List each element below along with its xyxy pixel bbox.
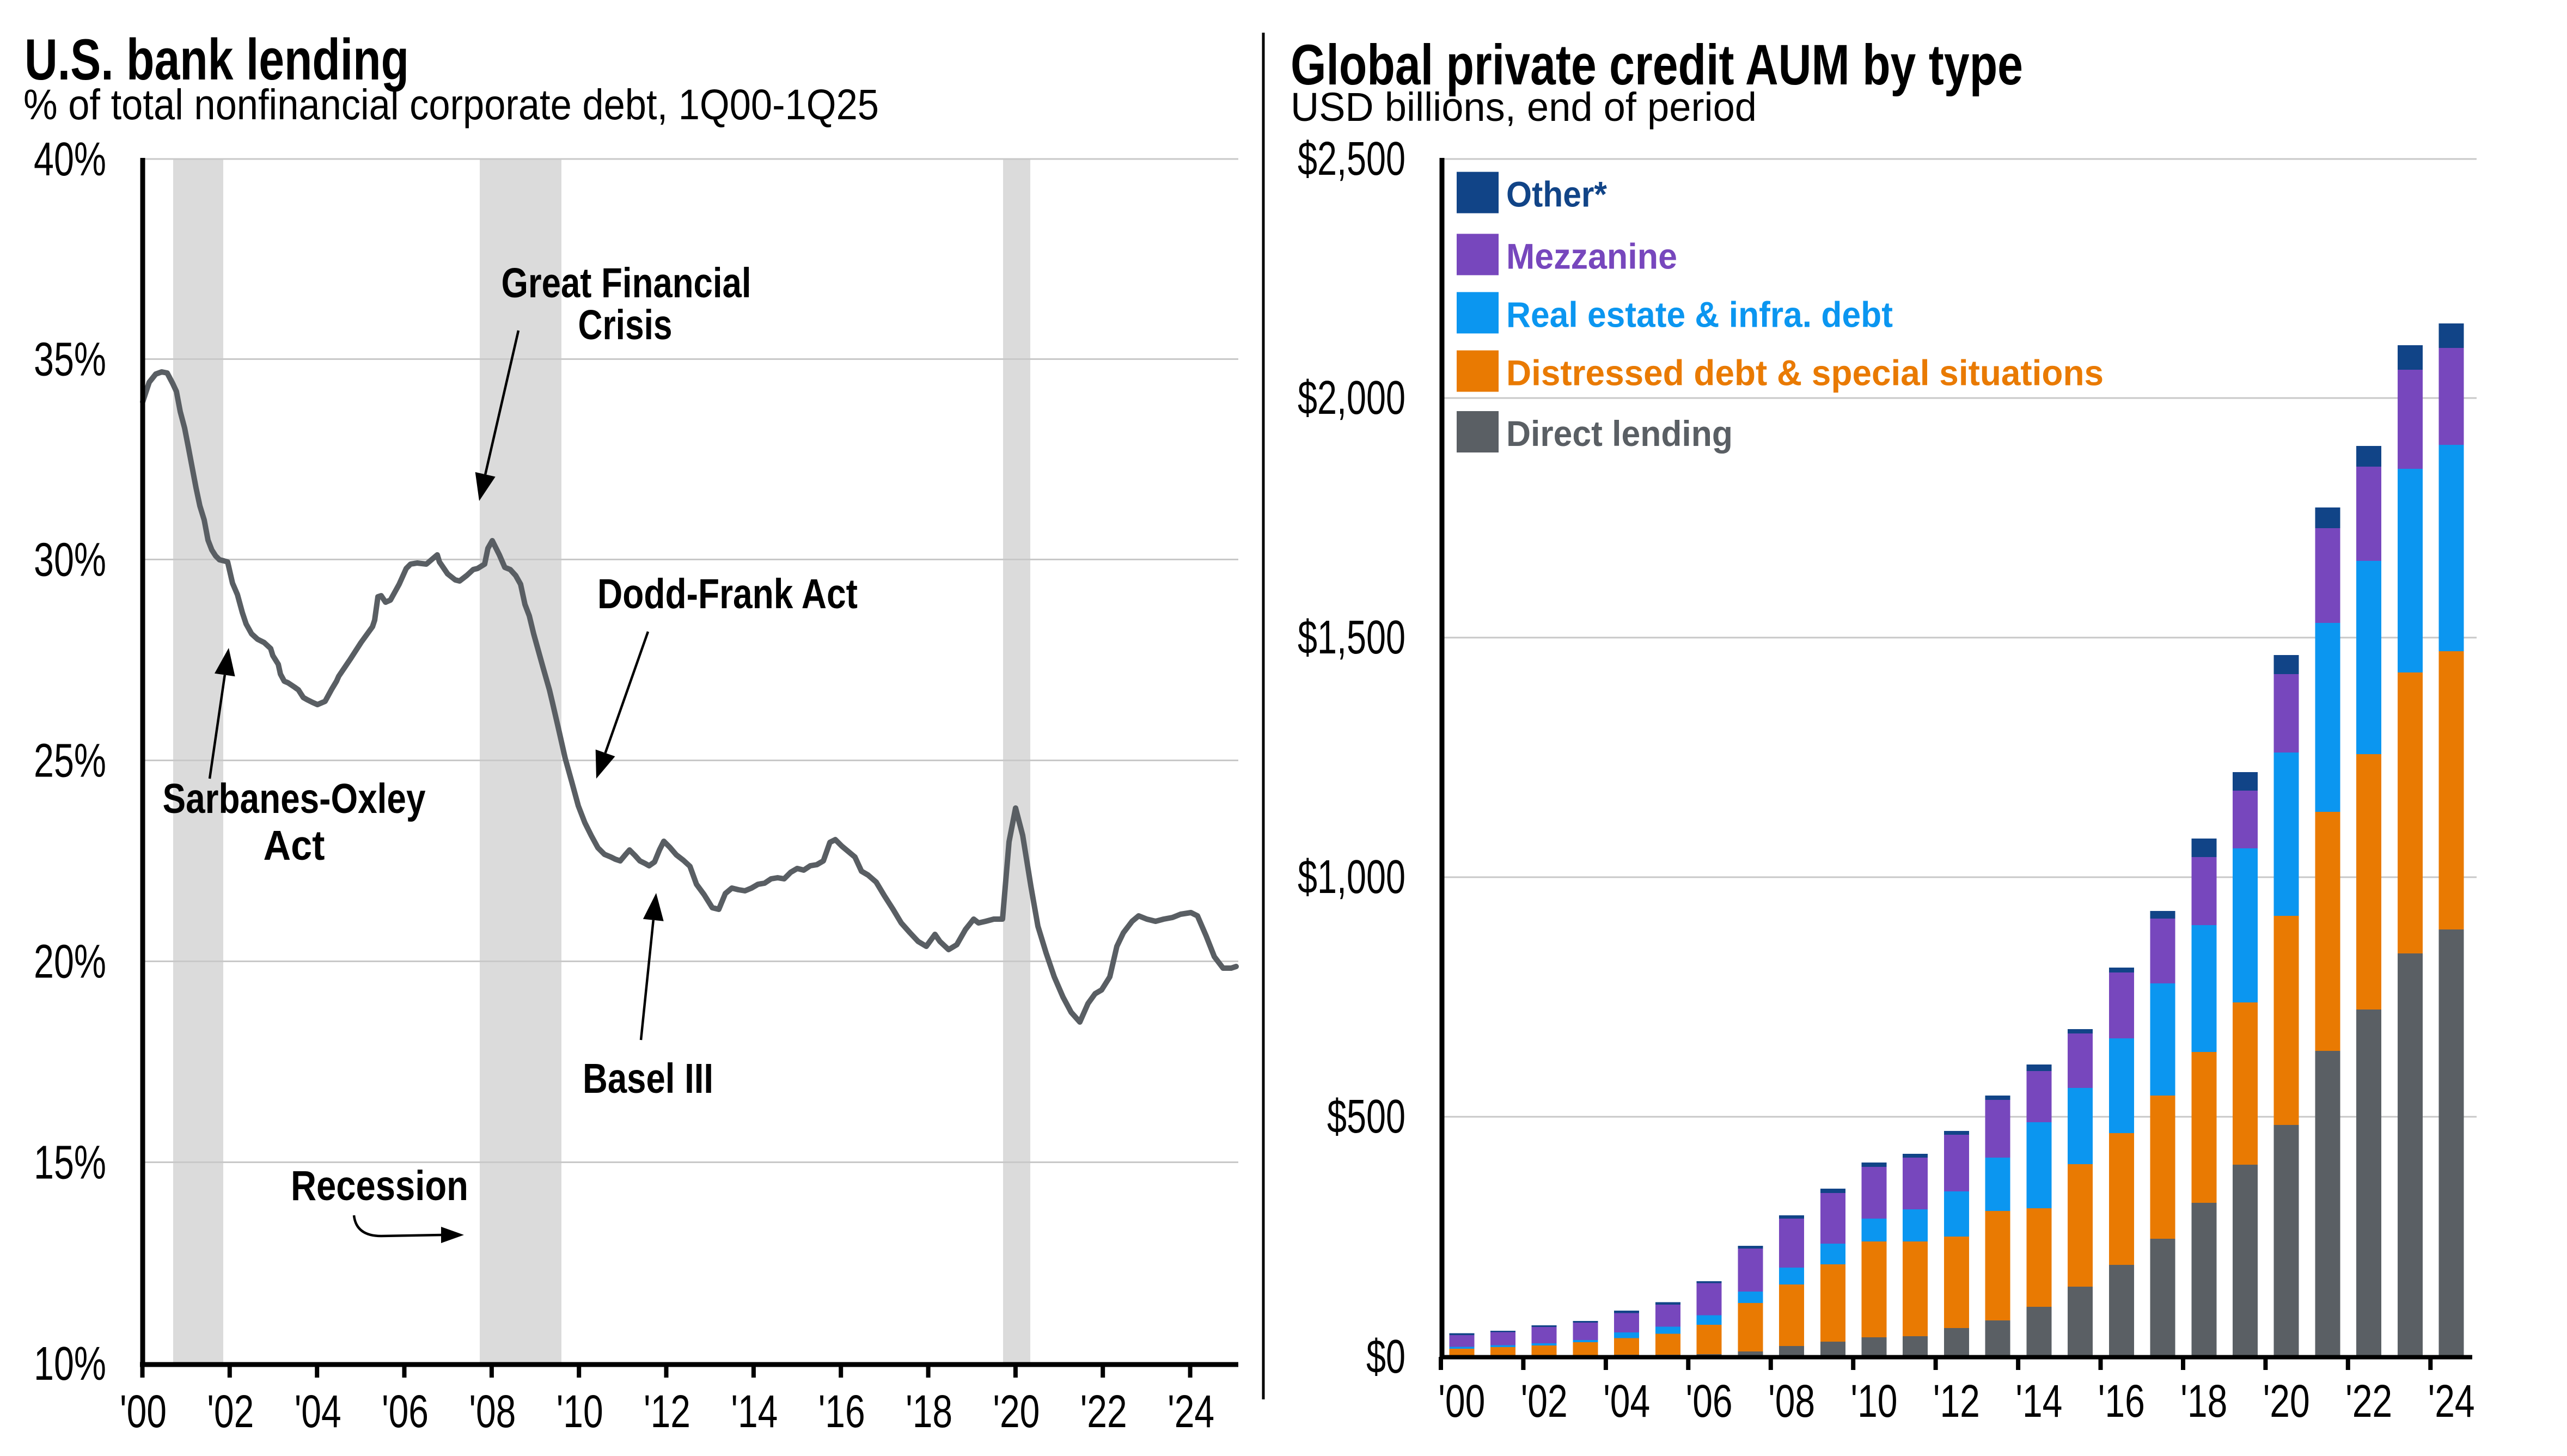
svg-text:'16: '16 bbox=[818, 1386, 865, 1437]
svg-text:40%: 40% bbox=[34, 133, 106, 186]
svg-text:20%: 20% bbox=[34, 935, 106, 988]
svg-text:15%: 15% bbox=[34, 1136, 106, 1189]
svg-text:Direct lending: Direct lending bbox=[1506, 413, 1733, 454]
svg-text:'14: '14 bbox=[2015, 1375, 2062, 1427]
svg-text:'02: '02 bbox=[1521, 1375, 1568, 1427]
svg-text:'12: '12 bbox=[1933, 1375, 1980, 1427]
svg-text:'00: '00 bbox=[120, 1386, 167, 1437]
svg-text:'04: '04 bbox=[295, 1386, 341, 1437]
svg-text:10%: 10% bbox=[34, 1337, 106, 1390]
svg-text:'10: '10 bbox=[1851, 1375, 1898, 1427]
svg-text:'22: '22 bbox=[2345, 1375, 2392, 1427]
svg-text:35%: 35% bbox=[34, 333, 106, 386]
svg-text:$2,000: $2,000 bbox=[1298, 371, 1405, 424]
svg-text:'20: '20 bbox=[2263, 1375, 2310, 1427]
svg-text:'22: '22 bbox=[1080, 1386, 1127, 1437]
svg-text:$2,500: $2,500 bbox=[1298, 132, 1405, 185]
svg-text:'18: '18 bbox=[2180, 1375, 2227, 1427]
svg-text:Other*: Other* bbox=[1506, 174, 1607, 215]
svg-text:% of total nonfinancial corpor: % of total nonfinancial corporate debt, … bbox=[23, 80, 879, 129]
svg-text:Basel III: Basel III bbox=[583, 1055, 713, 1102]
svg-text:'06: '06 bbox=[1686, 1375, 1733, 1427]
svg-text:$1,500: $1,500 bbox=[1298, 611, 1405, 664]
svg-text:Global private credit AUM by t: Global private credit AUM by type bbox=[1291, 33, 2023, 97]
svg-text:$500: $500 bbox=[1327, 1090, 1405, 1143]
svg-text:$0: $0 bbox=[1366, 1330, 1405, 1383]
svg-text:30%: 30% bbox=[34, 534, 106, 586]
svg-text:Act: Act bbox=[264, 822, 325, 869]
svg-text:Mezzanine: Mezzanine bbox=[1506, 236, 1677, 276]
svg-text:'06: '06 bbox=[382, 1386, 429, 1437]
svg-text:Recession: Recession bbox=[291, 1163, 468, 1209]
svg-text:'14: '14 bbox=[731, 1386, 778, 1437]
svg-text:'08: '08 bbox=[469, 1386, 516, 1437]
svg-text:'08: '08 bbox=[1768, 1375, 1815, 1427]
svg-text:25%: 25% bbox=[34, 735, 106, 787]
svg-text:'24: '24 bbox=[1168, 1386, 1214, 1437]
svg-text:'24: '24 bbox=[2428, 1375, 2475, 1427]
svg-text:'20: '20 bbox=[993, 1386, 1040, 1437]
svg-text:Dodd-Frank Act: Dodd-Frank Act bbox=[597, 571, 858, 617]
svg-text:'04: '04 bbox=[1603, 1375, 1650, 1427]
svg-text:Real estate & infra. debt: Real estate & infra. debt bbox=[1506, 294, 1893, 334]
svg-text:'18: '18 bbox=[906, 1386, 952, 1437]
svg-text:U.S. bank lending: U.S. bank lending bbox=[25, 27, 409, 92]
svg-text:Distressed debt & special situ: Distressed debt & special situations bbox=[1506, 353, 2104, 393]
svg-text:'02: '02 bbox=[207, 1386, 254, 1437]
svg-text:'10: '10 bbox=[557, 1386, 603, 1437]
svg-text:'16: '16 bbox=[2098, 1375, 2145, 1427]
svg-text:Sarbanes-Oxley: Sarbanes-Oxley bbox=[163, 775, 426, 822]
svg-text:'12: '12 bbox=[644, 1386, 690, 1437]
svg-text:$1,000: $1,000 bbox=[1298, 851, 1405, 903]
svg-text:Great Financial: Great Financial bbox=[502, 260, 751, 307]
svg-text:Crisis: Crisis bbox=[578, 302, 673, 348]
svg-text:USD billions, end of period: USD billions, end of period bbox=[1291, 84, 1757, 130]
svg-text:'00: '00 bbox=[1438, 1375, 1485, 1427]
